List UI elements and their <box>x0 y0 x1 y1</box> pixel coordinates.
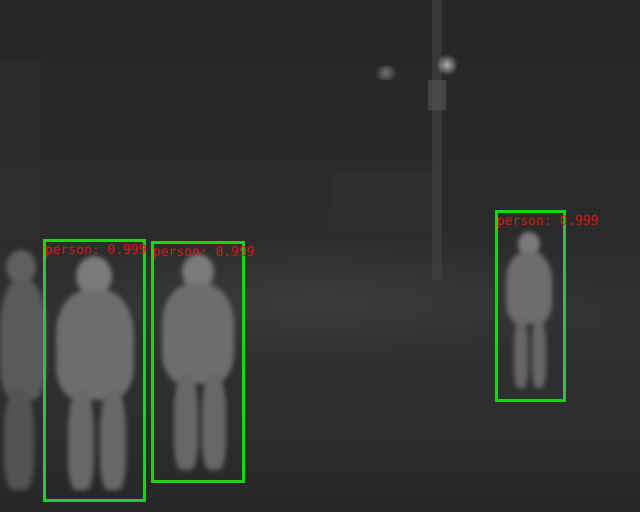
background-building <box>330 170 440 230</box>
distant-light <box>372 66 400 80</box>
detection-label-person-2: person: 0.999 <box>153 245 255 260</box>
partial-person-left <box>0 240 50 500</box>
street-pole <box>432 0 442 280</box>
person-silhouette-3 <box>500 228 560 398</box>
detection-label-person-1: person: 0.999 <box>45 243 147 258</box>
person-silhouette-1 <box>46 250 146 500</box>
detection-label-person-3: person: 0.999 <box>497 214 599 229</box>
detection-box-person-2 <box>151 241 245 483</box>
background-tree-left <box>0 60 40 240</box>
street-pole-base <box>428 80 446 110</box>
detection-box-person-3 <box>495 210 566 402</box>
background-shrub <box>560 300 600 330</box>
detection-box-person-1 <box>43 239 146 502</box>
person-silhouette-2 <box>154 248 250 480</box>
street-lamp <box>436 54 458 76</box>
